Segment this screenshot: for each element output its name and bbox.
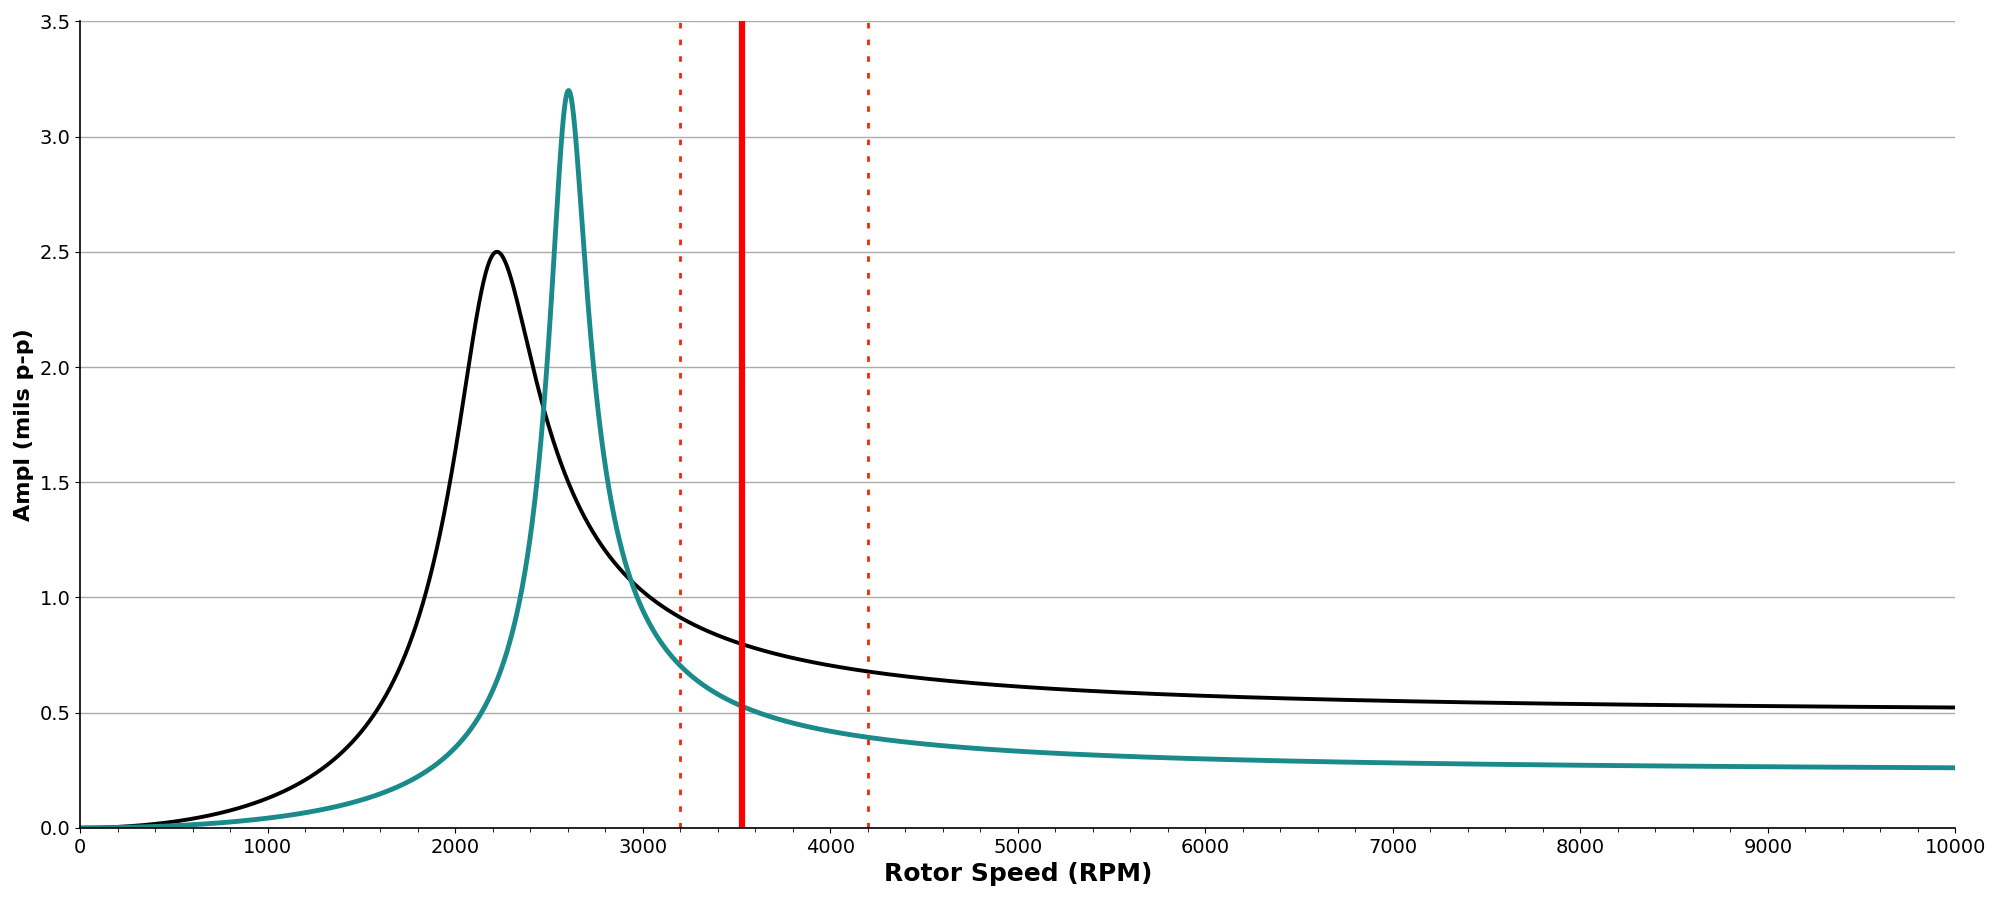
Y-axis label: Ampl (mils p-p): Ampl (mils p-p) bbox=[14, 328, 34, 521]
X-axis label: Rotor Speed (RPM): Rotor Speed (RPM) bbox=[884, 862, 1152, 886]
